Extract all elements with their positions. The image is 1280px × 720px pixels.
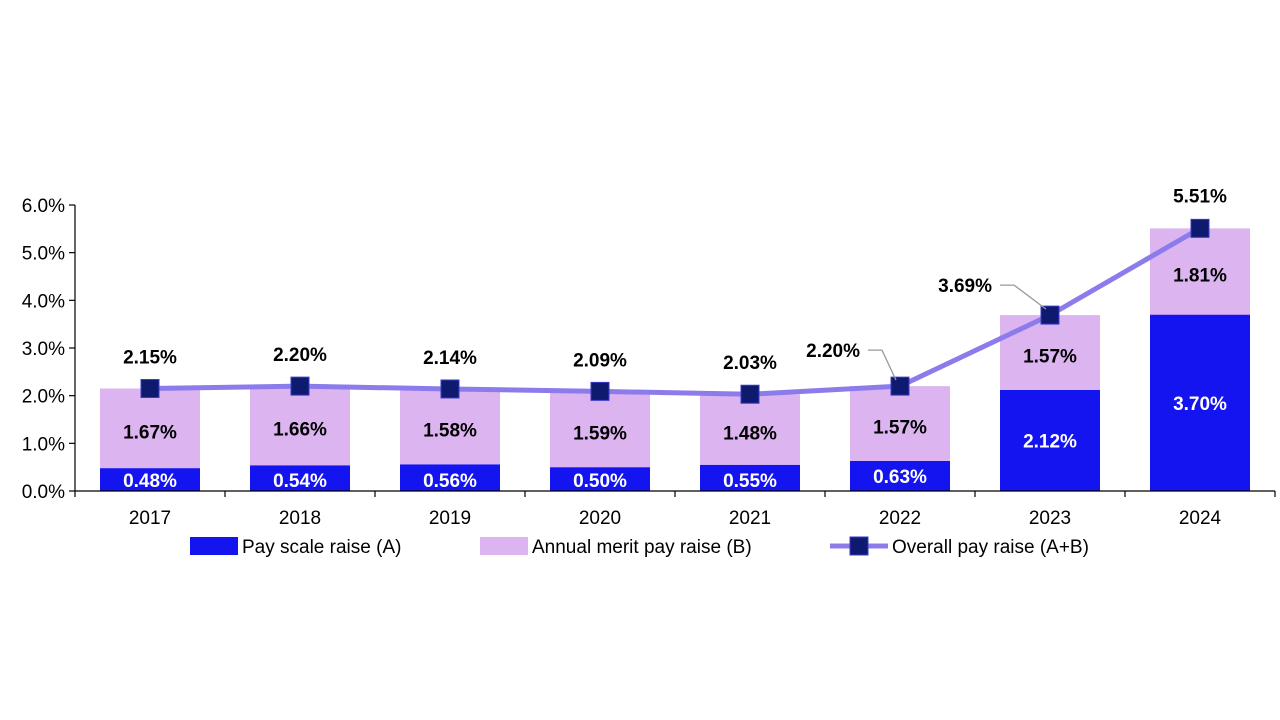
legend-label: Annual merit pay raise (B) [532,537,752,558]
y-tick-label: 1.0% [22,434,65,455]
leader-line [868,349,897,381]
bar-pay-scale [850,460,950,491]
y-axis: 0.0% 1.0% 2.0% 3.0% 4.0% 5.0% 6.0% [22,196,76,503]
x-tick-label: 2021 [729,508,771,529]
overall-marker [440,379,460,399]
y-tick-label: 3.0% [22,339,65,360]
x-tick-label: 2024 [1179,508,1222,529]
bar-merit [1150,228,1250,315]
overall-marker [740,384,760,404]
overall-line [140,218,1210,404]
bar-label: 1.48% [723,424,777,445]
bar-label: 1.81% [1173,265,1227,286]
legend-marker-swatch [849,536,869,556]
overall-marker [1190,218,1210,238]
overall-label: 2.15% [123,348,177,369]
bar-label: 3.70% [1173,394,1227,415]
x-tick-label: 2019 [429,508,471,529]
legend: Pay scale raise (A) Annual merit pay rais… [190,536,1089,558]
bar-merit [700,394,800,465]
legend-swatch [480,537,528,555]
bar-label: 0.50% [573,471,627,492]
bar-merit [250,386,350,466]
bar-label: 0.48% [123,471,177,492]
overall-label: 5.51% [1173,186,1227,207]
x-tick-label: 2017 [129,508,171,529]
overall-marker [890,376,910,396]
legend-label: Overall pay raise (A+B) [892,537,1089,558]
bars [100,228,1250,491]
bar-pay-scale [700,464,800,491]
y-tick-label: 6.0% [22,196,65,217]
overall-label: 2.20% [806,341,860,362]
y-tick-label: 5.0% [22,244,65,265]
bar-label: 1.58% [423,421,477,442]
bar-label: 1.66% [273,420,327,441]
overall-label: 2.03% [723,353,777,374]
overall-label: 2.14% [423,348,477,369]
bar-label: 1.57% [873,418,927,439]
overall-label: 2.20% [273,345,327,366]
bar-label: 1.59% [573,423,627,444]
y-tick-label: 4.0% [22,291,65,312]
x-tick-label: 2020 [579,508,621,529]
leader-line [1000,284,1047,310]
legend-swatch [190,537,238,555]
x-tick-label: 2023 [1029,508,1071,529]
overall-marker [1040,305,1060,325]
overall-label: 2.09% [573,350,627,371]
bar-label: 0.54% [273,471,327,492]
overall-marker [140,379,160,399]
bar-label: 0.63% [873,467,927,488]
bar-label: 1.67% [123,422,177,443]
x-tick-label: 2018 [279,508,321,529]
bar-label: 0.56% [423,471,477,492]
overall-marker [590,381,610,401]
bar-label: 0.55% [723,471,777,492]
x-axis: 2017 2018 2019 2020 2021 2022 2023 2024 [74,490,1276,529]
bar-merit [100,388,200,469]
overall-marker [290,376,310,396]
bar-merit [400,388,500,465]
bar-merit [850,386,950,461]
bar-merit [1000,315,1100,390]
legend-label: Pay scale raise (A) [242,537,401,558]
bar-label: 2.12% [1023,431,1077,452]
bar-pay-scale [550,467,650,491]
bar-pay-scale [1000,389,1100,491]
bar-merit [550,391,650,468]
data-labels: 0.48% 1.67% 0.54% 1.66% 0.56% 1.58% 0.50% 1.59%… [123,186,1227,492]
bar-pay-scale [400,464,500,491]
x-tick-label: 2022 [879,508,921,529]
y-tick-label: 2.0% [22,387,65,408]
bar-pay-scale [1150,314,1250,491]
overall-line-path [149,226,1202,397]
bar-pay-scale [100,468,200,491]
y-tick-label: 0.0% [22,482,65,503]
bar-pay-scale [250,465,350,491]
bar-label: 1.57% [1023,347,1077,368]
overall-label: 3.69% [938,276,992,297]
